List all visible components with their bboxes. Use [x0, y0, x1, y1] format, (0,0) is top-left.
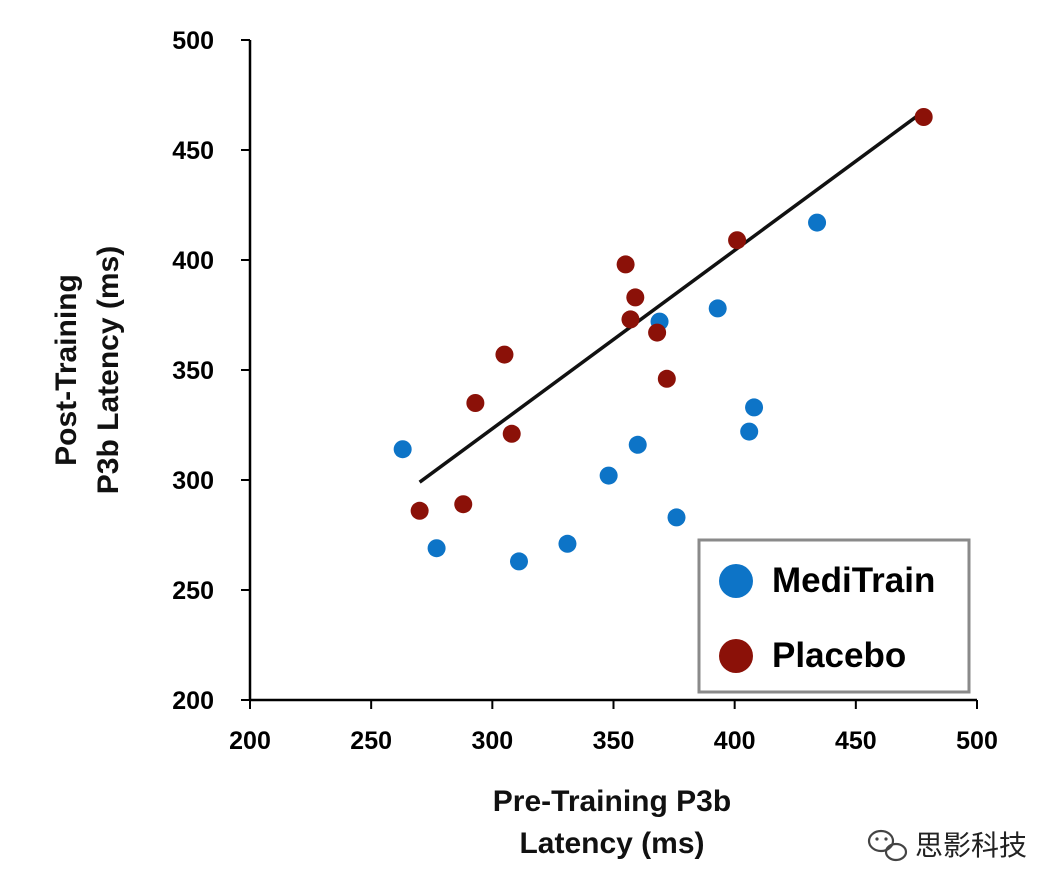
y-tick-label: 450: [172, 137, 214, 165]
data-point-placebo: [728, 231, 747, 250]
legend-marker-meditrain: [719, 564, 753, 598]
data-point-meditrain: [509, 552, 528, 571]
y-axis-title: Post-Training P3b Latency (ms): [50, 246, 125, 494]
x-tick-label: 250: [350, 727, 392, 755]
y-tick-label: 250: [172, 577, 214, 605]
x-axis-title-line-1: Pre-Training P3b: [493, 785, 731, 818]
y-axis-title-line-2: P3b Latency (ms): [92, 246, 125, 494]
data-point-placebo: [454, 495, 473, 514]
y-tick-label: 200: [172, 687, 214, 715]
y-tick-label: 350: [172, 357, 214, 385]
x-tick-label: 500: [956, 727, 998, 755]
data-point-placebo: [914, 108, 933, 126]
x-tick-label: 400: [714, 727, 756, 755]
axes: 200 250 300 350 400 450 500 200 250 300 350 400 450 5…: [172, 27, 998, 755]
data-point-placebo: [626, 288, 645, 307]
data-point-meditrain: [745, 398, 764, 417]
data-point-meditrain: [558, 534, 577, 553]
data-point-meditrain: [740, 422, 759, 441]
watermark: 思影科技: [867, 829, 1027, 862]
y-tick-label: 500: [172, 27, 214, 55]
data-point-placebo: [495, 345, 514, 364]
data-point-meditrain: [808, 213, 827, 232]
legend-label-placebo: Placebo: [772, 636, 906, 675]
x-tick-label: 450: [835, 727, 877, 755]
legend-marker-placebo: [719, 639, 753, 673]
data-point-meditrain: [427, 539, 446, 558]
data-point-meditrain: [708, 299, 727, 318]
legend: MediTrain Placebo: [697, 538, 971, 694]
trendline: [418, 113, 920, 484]
y-axis-title-line-1: Post-Training: [50, 274, 83, 466]
data-point-meditrain: [667, 508, 686, 527]
data-points: [393, 108, 933, 571]
y-tick-label: 400: [172, 247, 214, 275]
data-point-placebo: [616, 255, 635, 274]
wechat-logo-icon: [867, 829, 908, 862]
legend-label-meditrain: MediTrain: [772, 561, 935, 600]
y-tick-label: 300: [172, 467, 214, 495]
x-tick-label: 200: [229, 727, 271, 755]
data-point-meditrain: [628, 435, 647, 454]
x-tick-label: 350: [593, 727, 635, 755]
data-point-placebo: [502, 424, 521, 443]
data-point-meditrain: [393, 440, 412, 459]
data-point-placebo: [648, 323, 667, 342]
data-point-placebo: [657, 369, 676, 388]
x-axis-title-line-2: Latency (ms): [519, 827, 704, 860]
x-tick-label: 300: [471, 727, 513, 755]
data-point-placebo: [621, 310, 640, 329]
watermark-text: 思影科技: [915, 829, 1027, 862]
data-point-placebo: [410, 501, 429, 520]
trendline-group: [418, 113, 920, 484]
data-point-meditrain: [599, 466, 618, 485]
data-point-placebo: [466, 394, 485, 412]
